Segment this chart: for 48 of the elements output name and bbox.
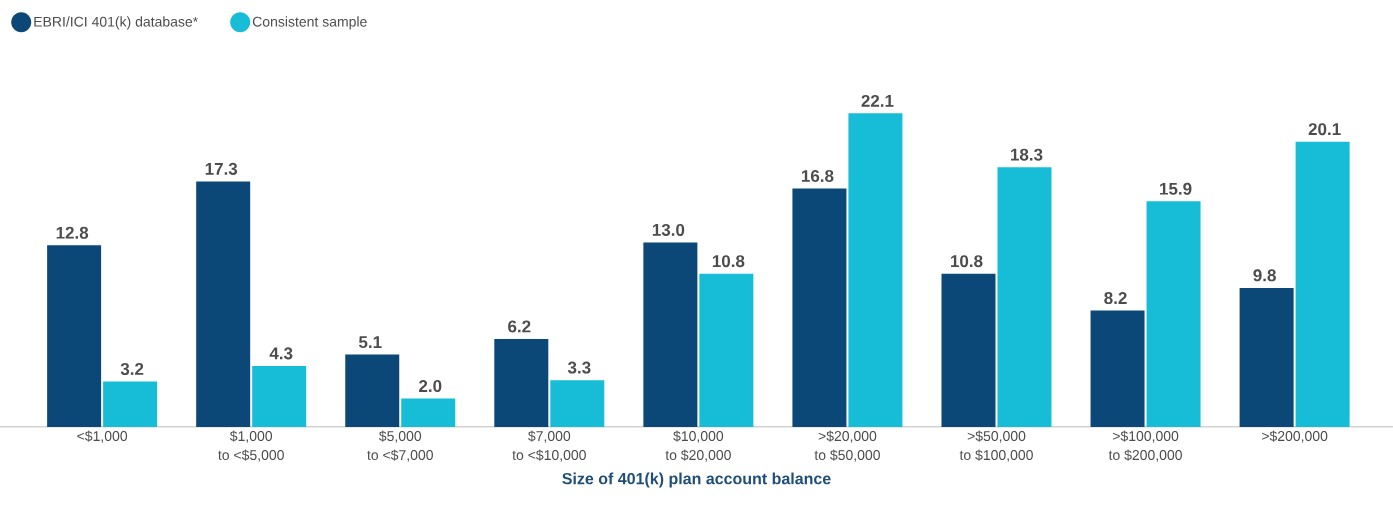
x-tick-label: >$20,000 to $50,000 [814,430,880,462]
bar [941,273,996,427]
bar [1295,141,1350,427]
data-label: 12.8 [56,226,89,239]
bar [550,380,605,427]
bar [103,381,158,427]
data-label: 13.0 [652,223,685,236]
data-label: 10.8 [951,255,983,268]
bar [401,398,456,427]
bar [699,273,754,427]
bar [345,354,400,427]
bar [196,181,251,427]
data-label: 5.1 [358,336,382,349]
bar [252,365,307,427]
bar [848,113,903,427]
x-tick-label: >$50,000 to $100,000 [959,430,1033,462]
x-tick-label: $5,000 to <$7,000 [367,430,433,462]
x-tick-label: <$1,000 [77,430,128,443]
data-label: 17.3 [205,162,238,175]
x-tick-label: >$100,000 to $200,000 [1108,430,1182,462]
x-tick-label: $7,000 to <$10,000 [512,430,586,462]
data-label: 20.1 [1308,123,1341,136]
legend-label: Consistent sample [252,16,367,30]
x-tick-label: $1,000 to <$5,000 [218,430,284,462]
x-tick-label: $10,000 to $20,000 [665,430,731,462]
data-label: 6.2 [508,320,531,333]
data-label: 8.2 [1104,292,1127,305]
bar [1146,201,1201,427]
bar [494,338,549,427]
bar [643,242,698,427]
data-label: 3.3 [567,361,591,374]
data-label: 9.8 [1253,269,1276,282]
data-label: 16.8 [801,169,834,183]
bar [47,245,102,427]
x-axis-title: Size of 401(k) plan account balance [562,472,831,488]
x-tick-label: >$200,000 [1262,430,1328,443]
data-label: 4.3 [269,347,293,360]
bar [997,167,1052,427]
bar [792,188,847,427]
data-label: 3.2 [120,362,144,376]
data-label: 10.8 [712,255,745,268]
data-label: 18.3 [1011,148,1043,161]
bar [1239,287,1294,427]
bar [1090,310,1145,427]
data-label: 22.1 [861,94,894,107]
data-label: 15.9 [1160,182,1192,195]
data-label: 2.0 [419,380,442,393]
legend-label: EBRI/ICI 401(k) database* [34,16,198,30]
